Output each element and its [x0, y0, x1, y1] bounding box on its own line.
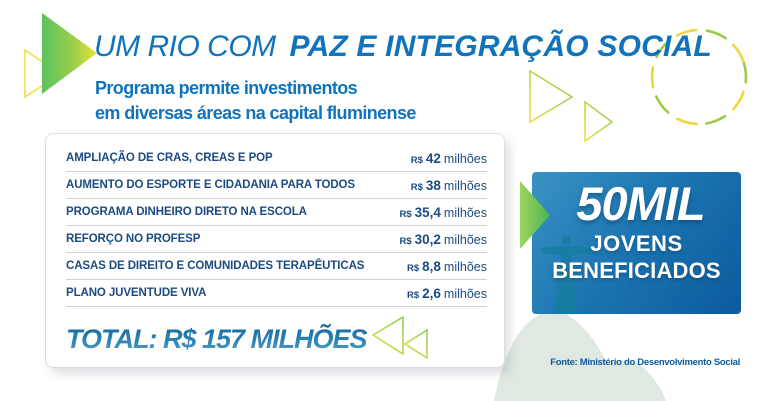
triangle-outline-total-icon — [371, 316, 428, 360]
table-row: PLANO JUVENTUDE VIVA R$ 2,6 milhões — [66, 280, 487, 307]
badge-line1: JOVENS — [590, 231, 683, 256]
value-unit: milhões — [443, 178, 487, 193]
currency-symbol: R$ — [399, 208, 412, 220]
value-number: 8,8 — [422, 258, 441, 274]
value-unit: milhões — [443, 259, 487, 274]
total-row: TOTAL: R$ 157 MILHÕES — [66, 316, 487, 362]
program-label: AMPLIAÇÃO DE CRAS, CREAS E POP — [66, 152, 273, 164]
page-subtitle: Programa permite investimentos em divers… — [95, 76, 416, 126]
value-number: 42 — [425, 150, 441, 166]
program-label: REFORÇO NO PROFESP — [66, 233, 201, 245]
program-label: CASAS DE DIREITO E COMUNIDADES TERAPÊUTI… — [66, 260, 365, 272]
triangle-gradient-top-left — [42, 13, 97, 94]
badge-line2: BENEFICIADOS — [552, 258, 721, 283]
dashed-circle — [650, 28, 748, 126]
total-label: TOTAL: R$ 157 MILHÕES — [66, 323, 368, 354]
table-row: PROGRAMA DINHEIRO DIRETO NA ESCOLA R$ 35… — [66, 199, 487, 226]
value-unit: milhões — [443, 151, 487, 166]
value-number: 2,6 — [422, 285, 441, 301]
currency-symbol: R$ — [410, 181, 423, 193]
program-value: R$ 38 milhões — [411, 178, 487, 193]
currency-symbol: R$ — [399, 235, 412, 247]
program-label: PROGRAMA DINHEIRO DIRETO NA ESCOLA — [66, 206, 307, 218]
christ-redeemer-icon — [541, 235, 591, 314]
currency-symbol: R$ — [406, 262, 420, 274]
investment-table-card: AMPLIAÇÃO DE CRAS, CREAS E POP R$ 42 mil… — [45, 133, 505, 368]
value-unit: milhões — [443, 232, 487, 247]
program-label: PLANO JUVENTUDE VIVA — [66, 287, 207, 299]
title-regular: UM RIO COM — [94, 30, 276, 63]
page-title: UM RIO COM PAZ E INTEGRAÇÃO SOCIAL — [94, 31, 712, 63]
currency-symbol: R$ — [410, 154, 423, 166]
program-value: R$ 8,8 milhões — [407, 259, 487, 274]
currency-symbol: R$ — [406, 289, 420, 301]
triangle-outline-mid-large — [529, 69, 574, 124]
beneficiaries-badge: 50MIL JOVENS BENEFICIADOS — [532, 172, 741, 314]
badge-arrow-icon — [520, 181, 550, 249]
title-bold: PAZ E INTEGRAÇÃO SOCIAL — [289, 30, 712, 63]
value-number: 38 — [425, 177, 441, 193]
program-value: R$ 35,4 milhões — [399, 205, 487, 220]
value-number: 35,4 — [414, 204, 441, 220]
badge-text-group: 50MIL JOVENS BENEFICIADOS — [532, 177, 741, 285]
value-number: 30,2 — [414, 231, 441, 247]
mountain-silhouette — [494, 310, 666, 401]
program-value: R$ 30,2 milhões — [399, 232, 487, 247]
badge-headline: 50MIL — [576, 177, 705, 230]
subtitle-line-2: em diversas áreas na capital fluminense — [95, 103, 416, 123]
source-attribution: Fonte: Ministério do Desenvolvimento Soc… — [550, 357, 740, 368]
table-row: AMPLIAÇÃO DE CRAS, CREAS E POP R$ 42 mil… — [66, 145, 487, 172]
program-label: AUMENTO DO ESPORTE E CIDADANIA PARA TODO… — [66, 179, 355, 191]
triangle-outline-mid-small — [584, 100, 614, 143]
table-row: REFORÇO NO PROFESP R$ 30,2 milhões — [66, 226, 487, 253]
table-row: AUMENTO DO ESPORTE E CIDADANIA PARA TODO… — [66, 172, 487, 199]
value-unit: milhões — [443, 205, 487, 220]
program-value: R$ 42 milhões — [411, 151, 487, 166]
subtitle-line-1: Programa permite investimentos — [95, 78, 358, 98]
table-row: CASAS DE DIREITO E COMUNIDADES TERAPÊUTI… — [66, 253, 487, 280]
value-unit: milhões — [443, 286, 487, 301]
program-value: R$ 2,6 milhões — [407, 286, 487, 301]
